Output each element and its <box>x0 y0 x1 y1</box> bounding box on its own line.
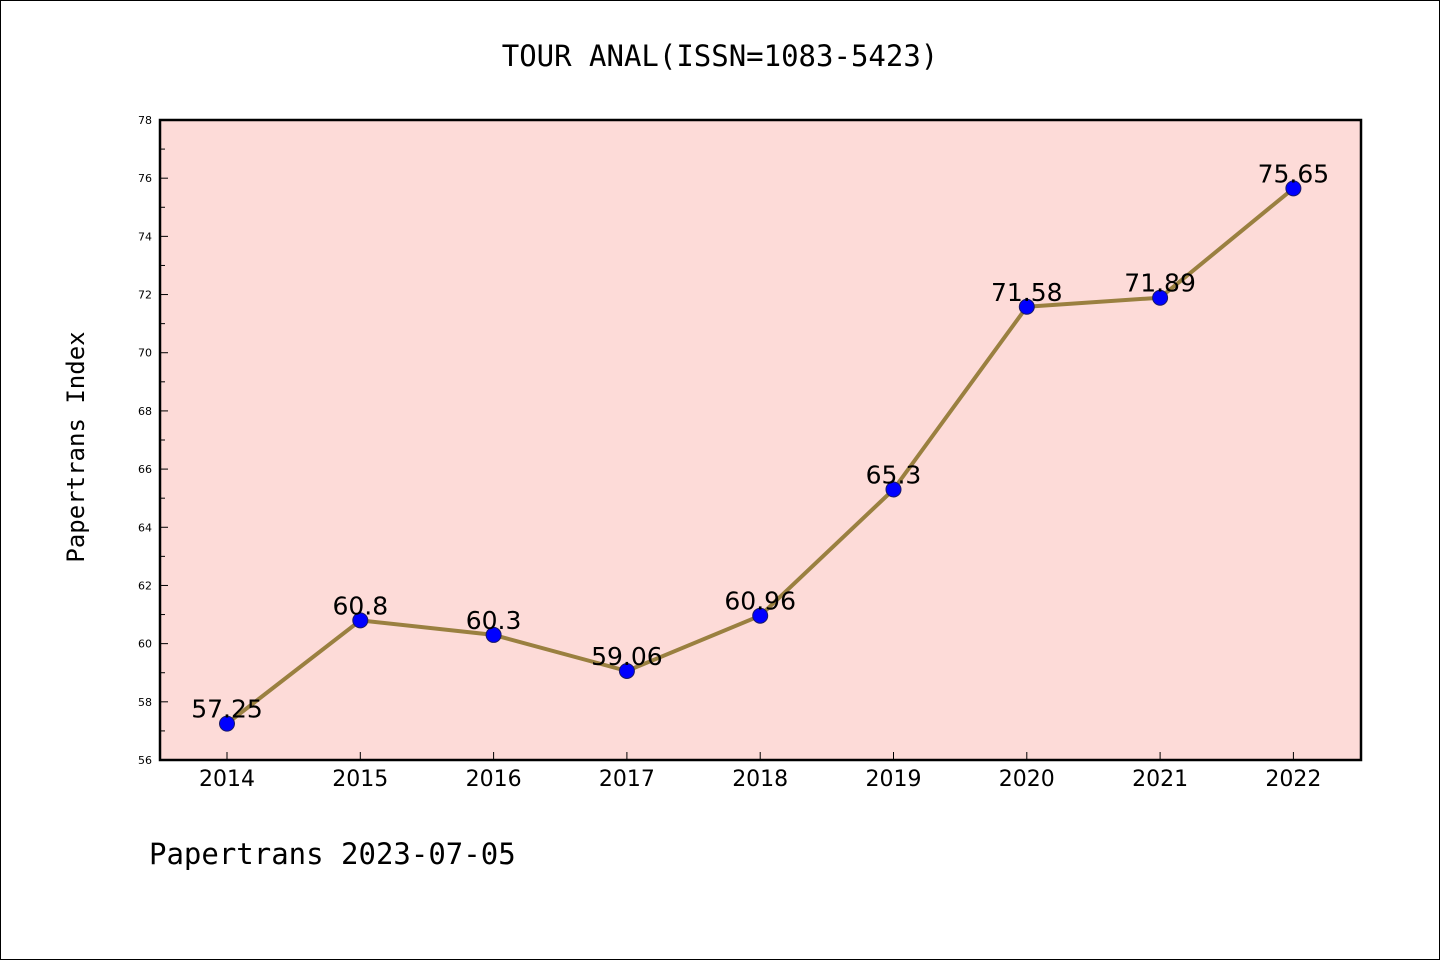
data-point-2021 <box>1152 289 1169 306</box>
data-markers <box>219 180 1302 732</box>
data-point-2020 <box>1018 298 1035 315</box>
x-axis-ticks: 2014 2015 2016 2017 2018 2019 2020 2021 2022 <box>199 752 1321 792</box>
data-point-2022 <box>1285 180 1302 197</box>
y-tick-label: 66 <box>138 463 152 476</box>
footer-date: Papertrans 2023-07-05 <box>149 837 516 871</box>
y-axis-label: Papertrans Index <box>62 331 90 562</box>
data-label: 60.8 <box>332 591 388 620</box>
y-tick-label: 58 <box>138 696 152 709</box>
x-tick-label: 2021 <box>1132 767 1188 792</box>
y-tick-label: 70 <box>138 347 152 360</box>
x-tick-label: 2014 <box>199 767 255 792</box>
data-labels: 57.25 60.8 60.3 59.06 60.96 65.3 71.58 71.89 75.… <box>191 159 1329 723</box>
y-tick-label: 62 <box>138 579 152 592</box>
y-tick-label: 74 <box>138 230 152 243</box>
data-label: 71.58 <box>991 278 1063 307</box>
data-point-2015 <box>352 612 369 629</box>
data-point-2014 <box>219 715 235 732</box>
data-label: 75.65 <box>1258 159 1330 188</box>
x-tick-label: 2016 <box>466 767 522 792</box>
data-label: 60.3 <box>466 606 522 635</box>
y-tick-label: 56 <box>138 754 152 767</box>
plot-area <box>160 120 1361 760</box>
x-tick-label: 2017 <box>599 767 655 792</box>
y-tick-label: 78 <box>138 114 152 127</box>
data-label: 60.96 <box>724 587 796 616</box>
x-tick-label: 2022 <box>1265 767 1321 792</box>
x-tick-label: 2019 <box>866 767 922 792</box>
x-tick-label: 2015 <box>332 767 388 792</box>
data-point-2018 <box>752 607 769 624</box>
chart-title: TOUR ANAL(ISSN=1083-5423) <box>502 39 939 73</box>
data-label: 71.89 <box>1124 269 1196 298</box>
plot-border <box>158 118 1363 762</box>
x-tick-label: 2018 <box>732 767 788 792</box>
y-tick-label: 60 <box>138 638 152 651</box>
data-point-2017 <box>618 662 635 679</box>
data-label: 65.3 <box>866 460 922 489</box>
x-tick-label: 2020 <box>999 767 1055 792</box>
y-tick-label: 68 <box>138 405 152 418</box>
y-tick-label: 64 <box>138 521 152 534</box>
y-tick-label: 72 <box>138 289 152 302</box>
y-axis-ticks: 56 58 60 62 64 66 68 70 72 74 76 78 <box>138 114 168 767</box>
data-label: 59.06 <box>591 642 663 671</box>
y-tick-label: 76 <box>138 172 152 185</box>
data-point-2019 <box>885 481 902 498</box>
data-label: 57.25 <box>191 695 263 724</box>
data-point-2016 <box>485 626 502 643</box>
